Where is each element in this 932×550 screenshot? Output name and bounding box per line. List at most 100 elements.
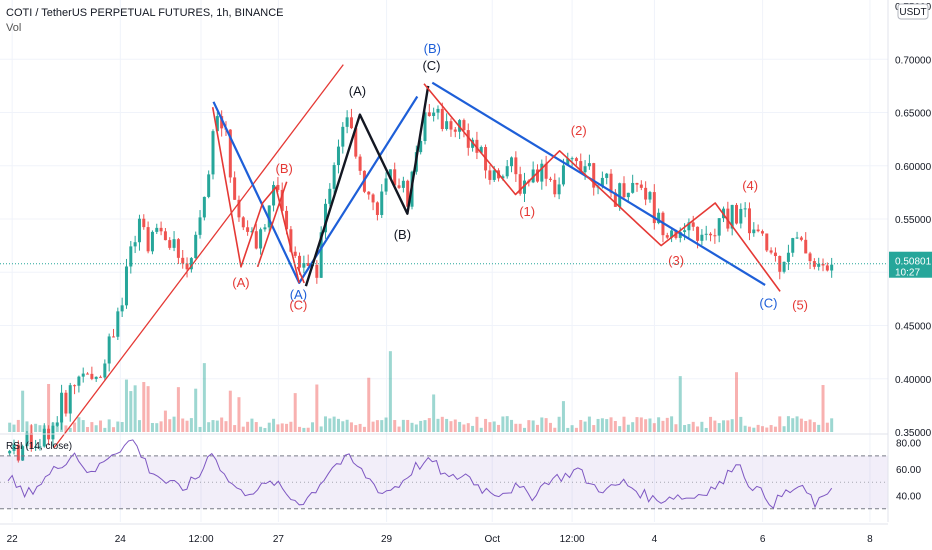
candle-body [211,131,215,175]
candle-body [825,265,829,271]
volume-bar [432,394,436,432]
candle-body [523,180,527,194]
volume-bar [583,421,587,432]
volume-bar [194,388,198,432]
volume-bar [267,422,271,432]
volume-bar [709,416,713,432]
wave-line [423,83,781,292]
candle-body [709,233,713,236]
wave-label: (A) [232,275,249,290]
candle-body [436,108,440,113]
volume-bar [812,422,816,432]
candle-body [289,229,293,252]
volume-bar [743,425,747,432]
volume-bar [311,422,315,432]
volume-bar [302,427,306,432]
candle-body [734,204,738,224]
candle-body [68,385,72,414]
candle-body [380,191,384,215]
candle-body [626,192,630,198]
candle-body [163,231,167,241]
candle-body [220,116,224,129]
candle-body [795,237,799,239]
candle-body [622,183,626,198]
candle-body [600,177,604,187]
volume-bar [146,386,150,432]
candle-body [189,258,193,270]
candle-body [535,169,539,182]
candle-body [618,183,622,207]
candle-body [406,180,410,207]
volume-bar [181,418,185,432]
volume-bar [652,423,656,432]
candle-body [821,263,825,266]
time-tick-label: 22 [7,534,19,545]
candle-body [81,373,85,377]
candle-body [427,112,431,117]
wave-line [296,266,305,284]
volume-bar [445,418,449,432]
candle-body [246,227,250,232]
volume-bar [488,422,492,432]
candle-body [830,264,834,271]
volume-bar [159,421,163,432]
volume-bar [220,417,224,432]
candle-body [384,178,388,192]
wave-labels: (A)(B)(A)(C)(A)(B)(B)(C)(1)(2)(3)(4)(C)(… [232,41,808,313]
price-tick-label: 0.40000 [895,375,932,386]
volume-bar [458,421,462,432]
candle-body [700,234,704,241]
volume-bar [657,417,661,432]
volume-bar [648,418,652,432]
candle-body [142,218,146,228]
volume-bar [553,427,557,432]
volume-bar [462,424,466,432]
volume-bar [198,426,202,432]
candle-body [419,140,423,153]
volume-bar [228,390,232,432]
volume-bar [752,427,756,432]
candle-body [207,174,211,197]
volume-bar [47,383,51,432]
candle-body [90,373,94,379]
wave-label: (C) [422,58,440,73]
candle-body [778,256,782,272]
volume-bar [384,417,388,432]
volume-bar [103,427,107,432]
candle-body [155,227,159,232]
volume-bar [367,377,371,432]
candle-body [298,255,302,268]
candle-body [254,231,258,249]
volume-bar [86,427,90,432]
currency-label: USDT [899,7,926,18]
volume-bar [332,416,336,432]
volume-bar [670,416,674,432]
candle-body [371,194,375,203]
candle-body [492,170,496,180]
candle-body [475,139,479,153]
chart-title: COTI / TetherUS PERPETUAL FUTURES, 1h, B… [6,7,284,19]
volume-bar [739,416,743,432]
volume-bar [345,419,349,432]
candle-body [111,336,115,338]
volume-bar [505,416,509,432]
candle-body [769,250,773,253]
candle-body [375,202,379,215]
candle-body [129,246,133,267]
volume-bar [176,387,180,432]
candle-body [185,263,189,270]
candle-body [635,182,639,185]
candle-body [16,444,20,461]
candle-body [198,217,202,235]
volume-bar [626,424,630,432]
candle-body [501,176,505,179]
price-tick-label: 0.45000 [895,322,932,333]
volume-bar [129,391,133,432]
volume-bar [189,418,193,432]
candle-body [743,208,747,210]
candle-body [259,229,263,249]
volume-bar [566,427,570,432]
volume-bar [691,421,695,432]
candle-body [397,185,401,188]
